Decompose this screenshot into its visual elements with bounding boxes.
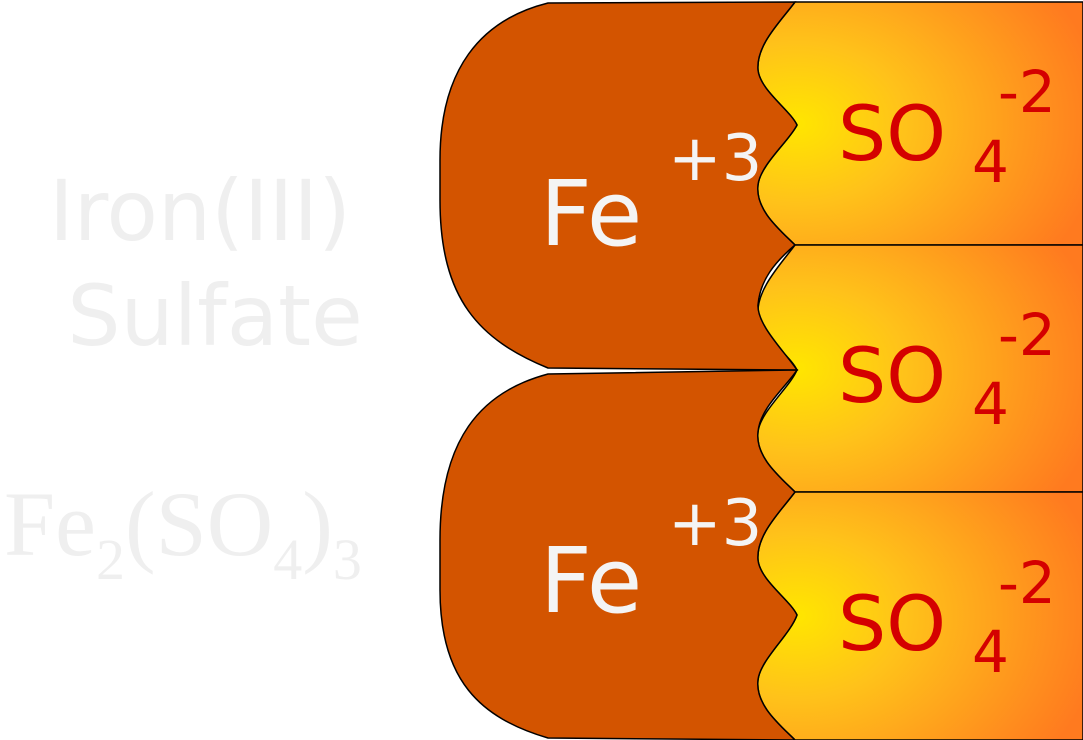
compound-name-line2: Sulfate — [67, 267, 363, 365]
svg-text:+3: +3 — [668, 122, 762, 196]
svg-text:-2: -2 — [998, 549, 1056, 617]
anion-subscript: 4 — [972, 128, 1009, 196]
svg-text:Fe: Fe — [540, 529, 642, 634]
svg-text:4: 4 — [972, 618, 1009, 686]
svg-text:4: 4 — [972, 370, 1009, 438]
cation-block-2 — [439, 369, 799, 740]
svg-text:Fe: Fe — [540, 162, 642, 267]
anion-subscript: 4 — [972, 370, 1009, 438]
svg-text:+3: +3 — [668, 487, 762, 561]
formula-text: Fe — [4, 473, 96, 575]
anion-symbol: SO — [838, 89, 946, 178]
anion-symbol: SO — [838, 331, 946, 420]
svg-text:SO: SO — [838, 331, 946, 420]
anion-symbol: SO — [838, 579, 946, 668]
anion-label-2: SO 4 -2 — [838, 301, 1056, 438]
cation-charge: +3 — [668, 487, 762, 561]
anion-subscript: 4 — [972, 618, 1009, 686]
anion-charge: -2 — [998, 58, 1056, 126]
cation-label-2: Fe +3 — [540, 487, 762, 634]
svg-text:-2: -2 — [998, 301, 1056, 369]
cation-symbol: Fe — [540, 529, 642, 634]
cation-block-1 — [439, 1, 799, 371]
formula-subscript: 4 — [273, 527, 302, 592]
compound-formula: Fe2(SO4)3 — [4, 473, 362, 592]
compound-name-line1: Iron(III) — [49, 162, 351, 260]
anion-charge: -2 — [998, 549, 1056, 617]
anion-label-1: SO 4 -2 — [838, 58, 1056, 196]
formula-text: ) — [302, 473, 333, 575]
anion-charge: -2 — [998, 301, 1056, 369]
svg-text:4: 4 — [972, 128, 1009, 196]
compound-name: Iron(III) Sulfate — [49, 162, 363, 365]
svg-text:SO: SO — [838, 89, 946, 178]
anion-label-3: SO 4 -2 — [838, 549, 1056, 686]
svg-text:SO: SO — [838, 579, 946, 668]
cation-label-1: Fe +3 — [540, 122, 762, 267]
cation-charge: +3 — [668, 122, 762, 196]
formula-text: (SO — [125, 473, 273, 575]
svg-text:-2: -2 — [998, 58, 1056, 126]
formula-subscript: 3 — [333, 527, 362, 592]
cation-symbol: Fe — [540, 162, 642, 267]
formula-subscript: 2 — [96, 527, 125, 592]
